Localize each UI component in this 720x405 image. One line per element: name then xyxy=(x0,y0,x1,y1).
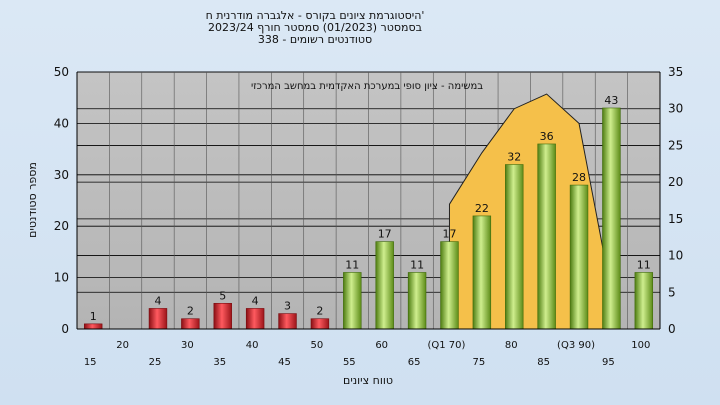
bar xyxy=(440,241,459,330)
y-tick-label: 30 xyxy=(54,168,69,182)
x-tick-label: 50 xyxy=(311,340,324,351)
bar-value-label: 2 xyxy=(316,305,323,318)
axes: 0102030405005101520253035152025303540455… xyxy=(54,65,684,368)
y2-tick-label: 35 xyxy=(668,65,683,79)
bar-value-label: 3 xyxy=(284,300,291,313)
x-tick-label: 65 xyxy=(408,357,421,368)
bar-value-label: 43 xyxy=(604,94,618,107)
bar-value-label: 17 xyxy=(378,228,392,241)
x-tick-label: 45 xyxy=(278,357,291,368)
y2-tick-label: 25 xyxy=(668,138,683,152)
bar-value-label: 4 xyxy=(252,294,259,307)
y-tick-label: 0 xyxy=(61,322,69,336)
y-tick-label: 40 xyxy=(54,116,69,130)
bar-value-label: 17 xyxy=(442,228,456,241)
area-series-label: במשימה - ציון סופי במערכת האקדמית במחשב … xyxy=(251,81,483,92)
y2-tick-label: 15 xyxy=(668,212,683,226)
bar xyxy=(83,323,103,330)
bar-value-label: 32 xyxy=(507,151,521,164)
chart-titles: היסטוגרמת ציונים בקורס - אלגברה מודרנית … xyxy=(150,10,480,46)
bar xyxy=(181,318,200,330)
x-tick-label: 95 xyxy=(602,357,615,368)
x-tick-label: (Q1 70) xyxy=(427,340,465,351)
x-axis-title: טווח ציונים xyxy=(343,374,393,387)
x-tick-label: (Q3 90) xyxy=(557,340,595,351)
bar-value-label: 4 xyxy=(154,294,161,307)
y2-tick-label: 30 xyxy=(668,102,683,116)
bar xyxy=(375,241,394,330)
y-tick-label: 50 xyxy=(54,65,69,79)
x-tick-label: 80 xyxy=(505,340,518,351)
x-tick-label: 55 xyxy=(343,357,356,368)
bar-value-label: 11 xyxy=(637,258,651,271)
bar xyxy=(310,318,330,330)
x-tick-label: 60 xyxy=(375,340,388,351)
bar xyxy=(343,272,362,330)
x-tick-label: 75 xyxy=(472,357,485,368)
bar xyxy=(278,313,297,330)
bar xyxy=(537,143,556,330)
bar xyxy=(213,302,232,330)
bar-value-label: 2 xyxy=(187,305,194,318)
chart-subtitle-semester: בסמסטר (01/2023) סמסטר חורף 2023/24 xyxy=(208,21,422,34)
bar-value-label: 28 xyxy=(572,171,586,184)
chart-subtitle-students: סטודנטים רשומים - 338 xyxy=(257,33,373,46)
bar xyxy=(634,272,654,330)
y-axis-title: מספר סטודנטים xyxy=(26,162,39,238)
bar xyxy=(505,164,524,330)
x-tick-label: 30 xyxy=(181,340,194,351)
y2-tick-label: 10 xyxy=(668,249,683,263)
bar xyxy=(245,308,265,330)
bar xyxy=(569,184,589,330)
y-tick-label: 20 xyxy=(54,219,69,233)
y2-tick-label: 20 xyxy=(668,175,683,189)
bar xyxy=(472,215,492,330)
bar xyxy=(407,272,427,330)
x-tick-label: 20 xyxy=(116,340,129,351)
chart-title: היסטוגרמת ציונים בקורס - אלגברה מודרנית … xyxy=(205,9,425,22)
bar-value-label: 36 xyxy=(540,130,554,143)
bar-value-label: 5 xyxy=(219,289,226,302)
bar xyxy=(148,308,168,330)
y-tick-label: 10 xyxy=(54,271,69,285)
bar-value-label: 11 xyxy=(345,258,359,271)
x-tick-label: 35 xyxy=(213,357,226,368)
bar-value-label: 11 xyxy=(410,258,424,271)
y2-tick-label: 0 xyxy=(668,322,676,336)
x-tick-label: 85 xyxy=(537,357,550,368)
x-tick-label: 25 xyxy=(149,357,162,368)
bar-value-label: 22 xyxy=(475,202,489,215)
x-tick-label: 100 xyxy=(631,340,650,351)
y2-tick-label: 5 xyxy=(668,285,676,299)
bar-value-label: 1 xyxy=(90,310,97,323)
bar xyxy=(602,107,621,330)
x-tick-label: 40 xyxy=(246,340,259,351)
x-tick-label: 15 xyxy=(84,357,97,368)
